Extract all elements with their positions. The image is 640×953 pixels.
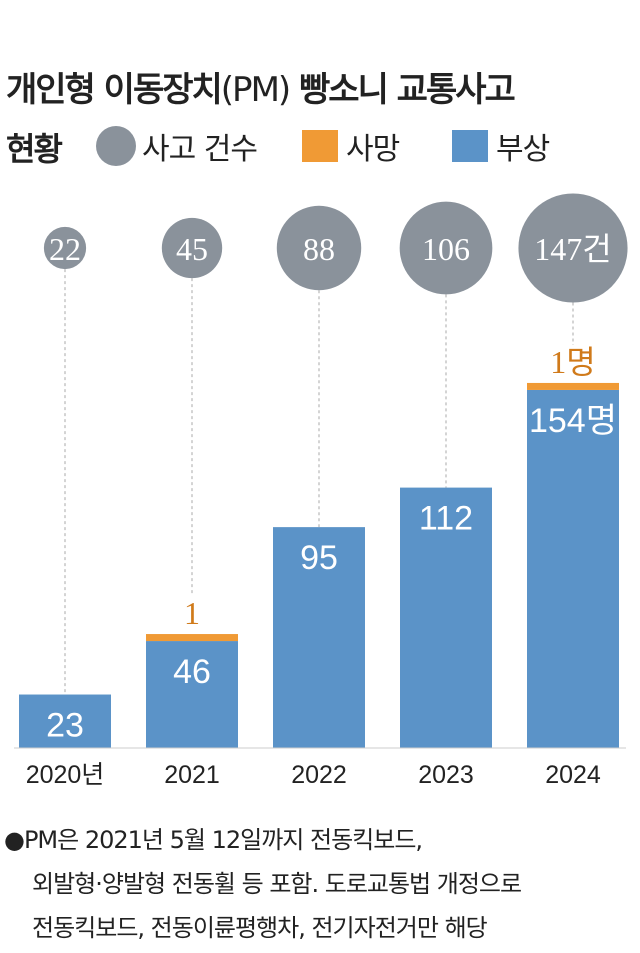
legend-deaths: 사망 <box>302 124 400 168</box>
accident-bubble <box>161 217 223 279</box>
injury-label: 23 <box>46 707 84 745</box>
x-tick-label: 2021 <box>164 761 220 789</box>
accident-bubble <box>276 205 362 291</box>
legend-label: 부상 <box>496 132 550 167</box>
legend-injuries: 부상 <box>452 124 550 168</box>
death-label: 1명 <box>550 344 595 380</box>
accident-label: 147건 <box>534 231 611 267</box>
legend-accidents: 사고 건수 <box>96 124 258 168</box>
title-part: 개인형 이동장치 <box>6 70 223 110</box>
death-bar <box>527 382 619 390</box>
accident-bubble <box>399 201 493 295</box>
injury-label: 95 <box>300 539 338 577</box>
title-part: (PM) <box>220 70 291 110</box>
x-tick-label: 2020년 <box>26 761 105 789</box>
injury-bar <box>19 694 111 748</box>
legend-label: 사고 건수 <box>142 132 258 167</box>
legend-label: 사망 <box>346 132 400 167</box>
injury-label: 154명 <box>529 402 617 440</box>
accident-label: 106 <box>422 231 470 267</box>
legend-circle-icon <box>96 126 136 166</box>
injury-bar <box>273 527 365 748</box>
legend-square-icon <box>452 130 488 162</box>
accident-bubble <box>43 226 87 270</box>
death-label: 1 <box>184 595 200 631</box>
note-line: 외발형·양발형 전동휠 등 포함. 도로교통법 개정으로 <box>32 870 522 898</box>
x-tick-label: 2023 <box>418 761 474 789</box>
x-tick-label: 2024 <box>545 761 601 789</box>
chart-subtitle: 현황 <box>6 130 63 168</box>
legend-square-icon <box>302 130 338 162</box>
injury-bar <box>400 487 492 748</box>
note-line: PM은 2021년 5월 12일까지 전동킥보드, <box>23 826 423 854</box>
accident-label: 45 <box>176 231 208 267</box>
injury-bar <box>527 389 619 748</box>
title-part: 빵소니 교통사고 <box>289 70 516 110</box>
accident-bubble <box>518 193 628 303</box>
footnote: ●PM은 2021년 5월 12일까지 전동킥보드, 외발형·양발형 전동휠 등… <box>4 818 522 950</box>
x-tick-label: 2022 <box>291 761 347 789</box>
accident-label: 88 <box>303 231 335 267</box>
bullet: ● <box>4 826 25 854</box>
note-line: 전동킥보드, 전동이륜평행차, 전기자전거만 해당 <box>32 914 488 942</box>
accident-label: 22 <box>49 231 81 267</box>
chart-title: 개인형 이동장치(PM) 빵소니 교통사고 <box>6 62 516 111</box>
injury-label: 112 <box>419 500 473 538</box>
injury-label: 46 <box>173 653 211 691</box>
death-bar <box>146 634 238 642</box>
injury-bar <box>146 641 238 748</box>
